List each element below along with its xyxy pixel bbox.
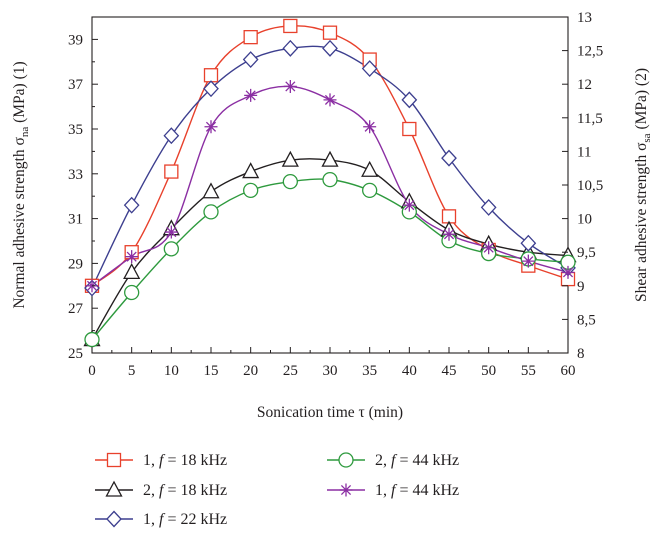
data-point-series-1	[164, 164, 179, 179]
data-point-series-1	[283, 18, 298, 34]
legend-item: 1, f = 18 kHz	[95, 452, 227, 469]
x-tick-label: 40	[402, 363, 417, 379]
data-point-series-3	[123, 196, 140, 214]
data-point-series-3	[480, 198, 497, 216]
y-left-tick-label: 25	[68, 346, 83, 362]
data-point-series-5	[244, 88, 258, 102]
y-right-tick-label: 13	[577, 10, 592, 26]
data-point-series-5	[363, 120, 377, 134]
data-point-series-5	[482, 241, 496, 255]
y-left-tick-label: 35	[68, 122, 83, 138]
y-left-tick-label: 27	[68, 301, 84, 317]
y-right-tick-label: 9	[577, 279, 585, 295]
y-right-tick-label: 8,5	[577, 312, 596, 328]
legend-marker	[338, 452, 354, 468]
data-point-series-5	[125, 250, 139, 264]
y-right-tick-label: 11,5	[577, 111, 603, 127]
y-right-tick-label: 10	[577, 212, 592, 228]
y-right-tick-label: 12,5	[577, 44, 603, 60]
legend-item: 2, f = 44 kHz	[327, 452, 459, 469]
data-point-series-2	[202, 182, 220, 199]
y-left-tick-label: 31	[68, 212, 83, 228]
legend-label: 1, f = 22 kHz	[143, 511, 227, 528]
data-point-series-3	[282, 39, 299, 57]
y-left-tick-label: 39	[68, 32, 83, 48]
data-point-series-4	[282, 173, 298, 190]
data-point-series-4	[84, 331, 100, 348]
x-tick-label: 35	[362, 363, 377, 379]
legend-item: 1, f = 22 kHz	[95, 510, 227, 528]
data-point-series-4	[362, 182, 378, 199]
data-point-series-2	[281, 150, 299, 167]
legend-item: 2, f = 18 kHz	[95, 480, 227, 499]
data-point-series-2	[361, 160, 379, 177]
data-point-series-1	[203, 68, 219, 83]
data-point-series-4	[163, 241, 179, 257]
y-right-tick-label: 11	[577, 144, 591, 160]
data-point-series-3	[441, 149, 457, 167]
data-point-series-5	[204, 120, 218, 134]
legend-marker	[106, 452, 122, 468]
data-point-series-5	[164, 225, 178, 239]
legend-marker	[105, 480, 123, 497]
data-point-series-3	[322, 39, 338, 57]
y-right-tick-label: 10,5	[577, 178, 603, 194]
data-point-series-3	[163, 127, 180, 145]
data-point-series-5	[521, 254, 535, 268]
series-line-4	[91, 178, 569, 341]
legend-marker	[339, 483, 353, 497]
data-point-series-2	[123, 262, 141, 280]
data-point-series-1	[402, 121, 417, 137]
series-line-3	[91, 45, 569, 289]
y-right-tick-label: 8	[577, 346, 585, 362]
legend-label: 1, f = 44 kHz	[375, 482, 459, 499]
x-tick-label: 30	[323, 363, 338, 379]
data-point-series-3	[203, 80, 219, 98]
x-tick-label: 5	[128, 363, 136, 379]
data-point-series-4	[124, 284, 140, 301]
data-point-series-5	[561, 265, 575, 279]
data-point-series-1	[322, 25, 338, 40]
y-right-tick-label: 9,5	[577, 245, 596, 261]
x-tick-label: 50	[481, 363, 496, 379]
legend-item: 1, f = 44 kHz	[327, 482, 459, 499]
y-left-tick-label: 33	[68, 167, 83, 183]
x-tick-label: 0	[88, 363, 96, 379]
data-point-series-3	[401, 91, 418, 109]
x-tick-label: 55	[521, 363, 536, 379]
data-point-series-4	[322, 171, 338, 188]
x-tick-label: 10	[164, 363, 179, 379]
legend-label: 2, f = 18 kHz	[143, 482, 227, 499]
y-right-axis-title: Shear adhesive strength σsa (MPa) (2)	[633, 68, 653, 302]
y-right-tick-label: 12	[577, 77, 592, 93]
y-left-tick-label: 29	[68, 256, 83, 272]
legend-marker	[106, 510, 122, 528]
x-tick-label: 25	[283, 363, 298, 379]
x-tick-label: 20	[243, 363, 258, 379]
data-point-series-3	[361, 60, 378, 77]
y-left-tick-label: 37	[68, 77, 84, 93]
legend-label: 1, f = 18 kHz	[143, 452, 227, 469]
data-point-series-2	[242, 162, 260, 179]
data-point-series-5	[442, 227, 456, 241]
data-point-series-4	[243, 182, 259, 199]
data-point-series-2	[321, 150, 339, 167]
data-point-series-4	[203, 204, 219, 220]
data-point-series-3	[242, 51, 259, 69]
data-point-series-5	[283, 79, 297, 93]
data-point-series-5	[323, 93, 337, 107]
data-point-series-5	[402, 198, 416, 212]
y-left-axis-title: Normal adhesive strength σna (MPa) (1)	[11, 61, 31, 308]
data-point-series-1	[243, 30, 258, 45]
x-tick-label: 15	[204, 363, 219, 379]
x-tick-label: 60	[561, 363, 576, 379]
x-axis-title: Sonication time τ (min)	[257, 404, 403, 421]
legend-label: 2, f = 44 kHz	[375, 452, 459, 469]
data-point-series-3	[520, 234, 537, 252]
x-tick-label: 45	[442, 363, 457, 379]
